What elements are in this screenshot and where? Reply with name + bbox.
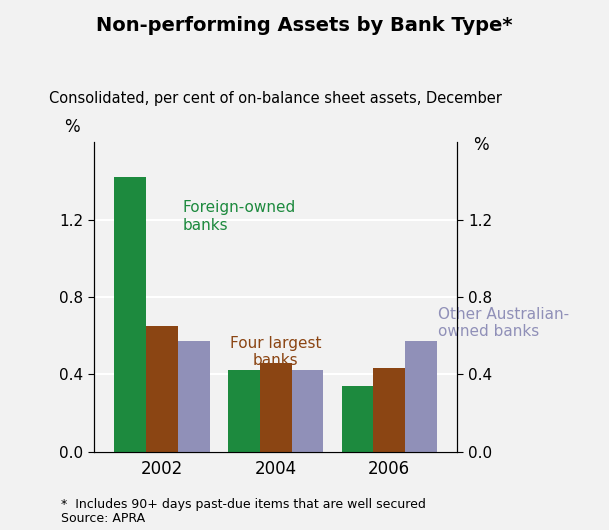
Y-axis label: %: % <box>64 118 80 136</box>
Text: Source: APRA: Source: APRA <box>61 511 145 525</box>
Text: Four largest
banks: Four largest banks <box>230 335 322 368</box>
Bar <box>146 326 178 452</box>
Bar <box>292 370 323 452</box>
Text: Foreign-owned
banks: Foreign-owned banks <box>183 200 296 233</box>
Y-axis label: %: % <box>473 136 489 154</box>
Bar <box>405 341 437 452</box>
Text: Non-performing Assets by Bank Type*: Non-performing Assets by Bank Type* <box>96 16 513 35</box>
Bar <box>228 370 259 452</box>
Text: *  Includes 90+ days past-due items that are well secured: * Includes 90+ days past-due items that … <box>61 498 426 511</box>
Bar <box>259 363 292 452</box>
Bar <box>114 177 146 452</box>
Bar <box>373 368 405 452</box>
Bar <box>342 386 373 452</box>
Bar <box>178 341 209 452</box>
Title: Consolidated, per cent of on-balance sheet assets, December: Consolidated, per cent of on-balance she… <box>49 91 502 107</box>
Text: Other Australian-
owned banks: Other Australian- owned banks <box>438 306 569 339</box>
